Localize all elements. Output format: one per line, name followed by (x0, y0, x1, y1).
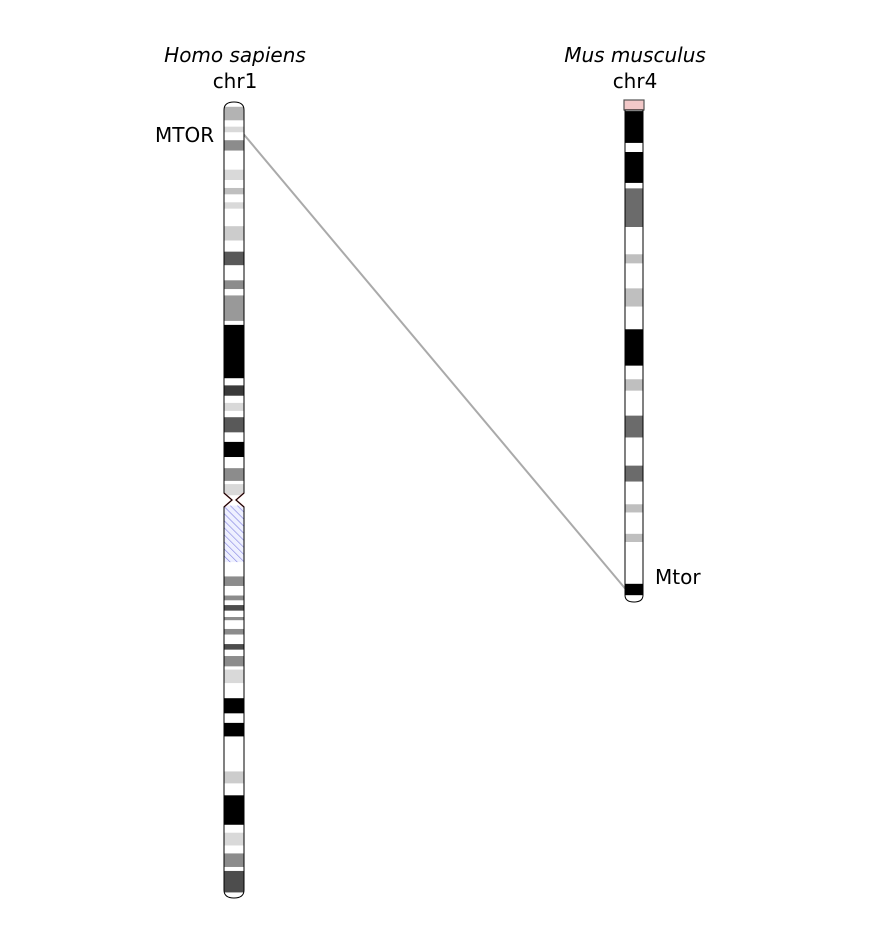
human-band-26 (224, 698, 244, 714)
human-band-17 (224, 484, 244, 496)
mouse-band-5 (625, 288, 643, 307)
human-chromosome-label: chr1 (212, 69, 258, 93)
human-band-23 (224, 644, 244, 650)
human-band-32 (224, 870, 244, 893)
human-band-1 (224, 106, 244, 121)
human-band-4 (224, 169, 244, 181)
human-band-27 (224, 722, 244, 737)
human-chromosome[interactable] (223, 101, 245, 899)
mouse-band-12 (625, 583, 643, 596)
human-gene-label[interactable]: MTOR (155, 123, 215, 147)
human-band-21 (224, 617, 244, 621)
human-band-9 (224, 280, 244, 290)
human-species-label: Homo sapiens (164, 43, 306, 67)
mouse-band-2 (625, 152, 643, 183)
human-band-20 (224, 605, 244, 611)
human-band-14 (224, 417, 244, 433)
mouse-band-10 (625, 504, 643, 513)
human-band-7 (224, 226, 244, 241)
human-band-group (224, 106, 244, 893)
ortholog-link-line (243, 133, 626, 590)
human-heterochromatin (224, 505, 244, 563)
human-band-24 (224, 656, 244, 667)
mouse-band-4 (625, 254, 643, 264)
ortholog-link-layer (243, 133, 626, 590)
mouse-band-7 (625, 379, 643, 391)
mouse-band-3 (625, 188, 643, 227)
human-band-15 (224, 441, 244, 458)
human-chromosome-outline (223, 101, 245, 899)
mouse-gene-label[interactable]: Mtor (655, 565, 701, 589)
mouse-chromosome-outline (624, 109, 644, 603)
human-band-31 (224, 853, 244, 867)
human-band-13 (224, 402, 244, 411)
human-band-29 (224, 795, 244, 825)
human-band-25 (224, 669, 244, 684)
mouse-chromosome[interactable] (623, 99, 645, 603)
mouse-species-label: Mus musculus (564, 43, 706, 67)
human-band-28 (224, 771, 244, 784)
human-band-3 (224, 140, 244, 151)
human-band-16 (224, 468, 244, 481)
mouse-band-11 (625, 533, 643, 542)
human-band-30 (224, 832, 244, 846)
human-band-8 (224, 251, 244, 266)
human-band-6 (224, 202, 244, 209)
mouse-band-1 (625, 111, 643, 143)
human-band-18 (224, 576, 244, 586)
human-band-22 (224, 628, 244, 635)
mouse-telomere-cap (623, 99, 645, 111)
human-band-11 (224, 324, 244, 379)
human-band-12 (224, 385, 244, 396)
mouse-chromosome-label: chr4 (612, 69, 658, 93)
human-band-2 (224, 126, 244, 133)
mouse-band-8 (625, 415, 643, 438)
human-band-5 (224, 187, 244, 195)
human-band-19 (224, 595, 244, 601)
mouse-band-9 (625, 465, 643, 482)
mouse-band-6 (625, 329, 643, 366)
human-band-10 (224, 295, 244, 321)
